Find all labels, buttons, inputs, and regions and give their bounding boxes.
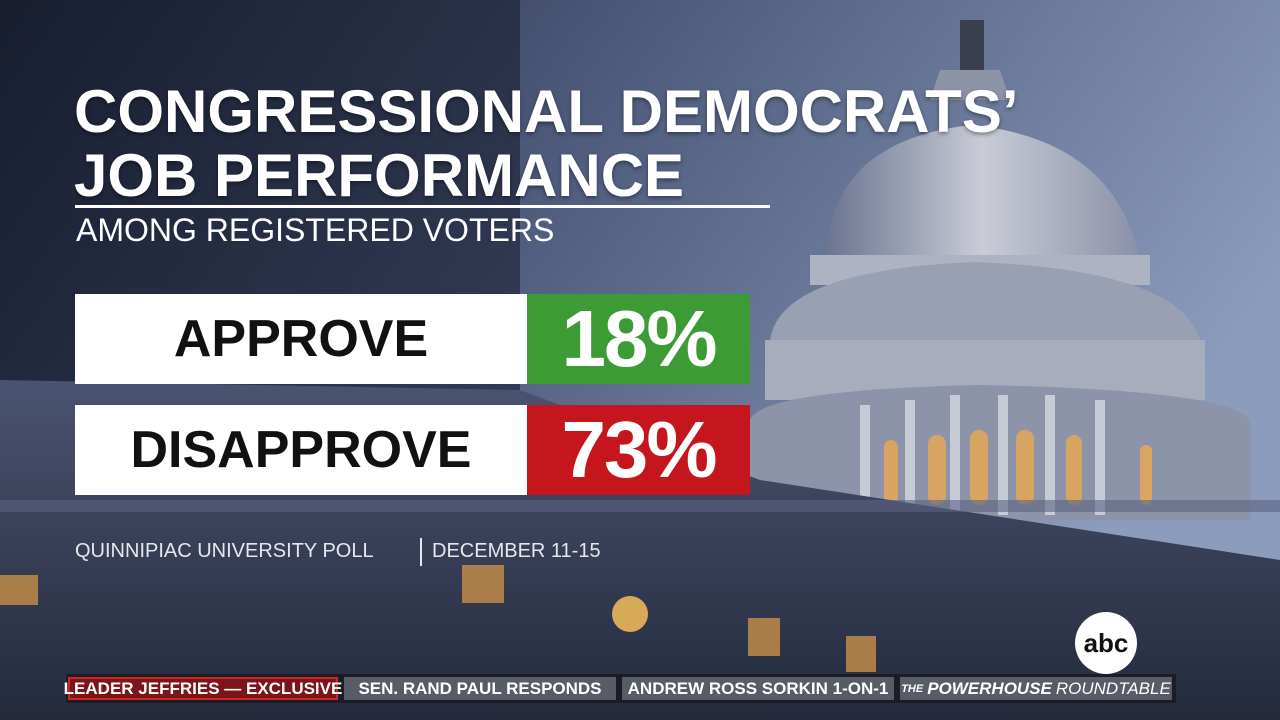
subtitle: AMONG REGISTERED VOTERS <box>76 212 555 248</box>
title: JOB PERFORMANCE <box>74 142 685 209</box>
ticker-item: ANDREW ROSS SORKIN 1-ON-1 <box>622 677 894 700</box>
network-logo: abc <box>1075 612 1137 674</box>
title: CONGRESSIONAL DEMOCRATS’ <box>74 78 1019 145</box>
ticker-text: ROUNDTABLE <box>1055 678 1171 698</box>
ticker-text: THE <box>901 682 924 695</box>
source-dates: DECEMBER 11-15 <box>432 540 601 562</box>
ticker-item: SEN. RAND PAUL RESPONDS <box>344 677 616 700</box>
source-divider <box>420 538 422 566</box>
title-rule <box>75 205 770 208</box>
result-label: APPROVE <box>75 294 527 384</box>
ticker-text: POWERHOUSE <box>927 678 1052 698</box>
source-poll: QUINNIPIAC UNIVERSITY POLL <box>75 540 374 562</box>
result-value: 18% <box>527 294 750 384</box>
result-label: DISAPPROVE <box>75 405 527 495</box>
result-value: 73% <box>527 405 750 495</box>
ticker-item: LEADER JEFFRIES — EXCLUSIVE <box>64 677 342 700</box>
ticker-item: THE POWERHOUSE ROUNDTABLE <box>900 677 1172 700</box>
